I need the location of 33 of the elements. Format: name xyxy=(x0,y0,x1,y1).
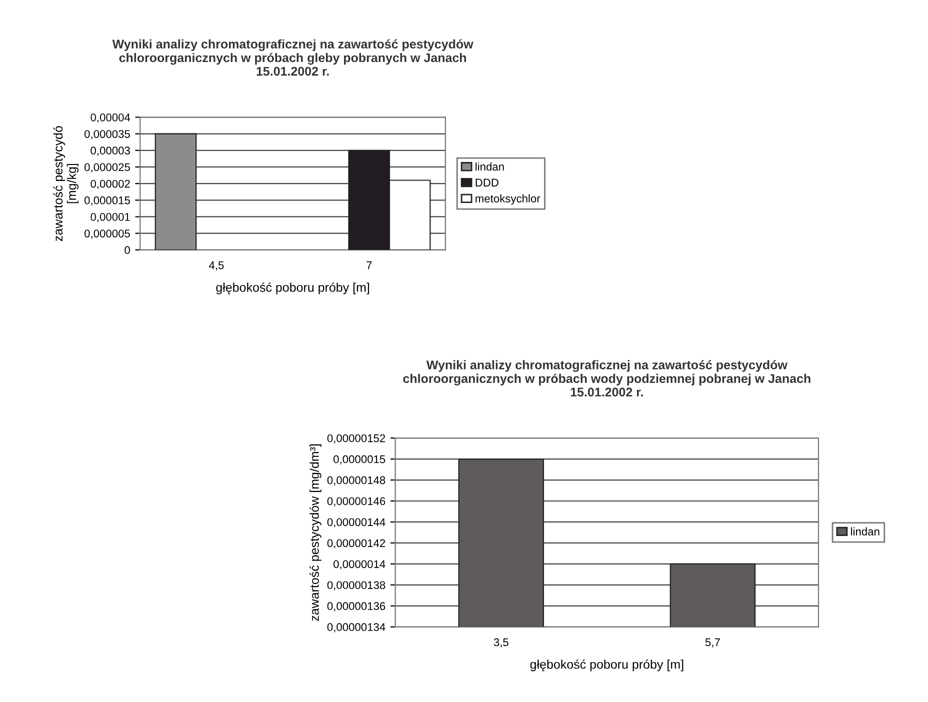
y-tick-label: 0,00004 xyxy=(90,114,130,123)
y-tick-label: 0,00002 xyxy=(90,180,130,190)
y-tick-label: 0,00000152 xyxy=(327,434,386,444)
x-tick-label: 3,5 xyxy=(494,638,508,648)
y-tick-label: 0,00000146 xyxy=(327,497,386,506)
chart-title: Wyniki analizy chromatograficznej na zawartość pestycydów chloroorganicznych w próbach gleby pobranych w Janach 15.01.2002 r. xyxy=(112,39,474,76)
y-tick-label: 0,00000144 xyxy=(327,518,386,528)
x-tick-label: 4,5 xyxy=(208,261,224,270)
y-tick-label: 0,00000142 xyxy=(327,539,386,548)
y-axis-title: zawartość pestycydów [mg/dm³] xyxy=(310,444,322,621)
y-tick-label: 0,00000134 xyxy=(327,623,386,632)
y-tick-label: 0,00003 xyxy=(90,146,130,156)
y-tick-label: 0,0000015 xyxy=(334,455,386,464)
y-axis-title: zawartość pestycydó [mg/kg] xyxy=(53,126,79,242)
chart-title: Wyniki analizy chromatograficznej na zawartość pestycydów chloroorganicznych w próbach wody podziemnej pobranej w Janach 15.01.2002 r. xyxy=(403,360,810,397)
y-tick-label: 0,00001 xyxy=(90,213,130,222)
y-tick-label: 0,00000138 xyxy=(327,581,386,590)
x-tick-label: 5,7 xyxy=(705,638,720,648)
x-axis-title: głębokość poboru próby [m] xyxy=(216,282,370,294)
x-tick-label: 7 xyxy=(366,261,372,270)
y-tick-label: 0,0000014 xyxy=(334,560,386,570)
y-tick-label: 0,00000136 xyxy=(327,602,386,612)
legend-label: lindan xyxy=(851,527,880,536)
y-tick-label: 0,000015 xyxy=(84,196,130,206)
y-tick-label: 0,000035 xyxy=(84,130,130,140)
y-tick-label: 0 xyxy=(124,246,130,254)
legend-label: DDD xyxy=(476,178,498,186)
y-tick-label: 0,000005 xyxy=(84,230,130,239)
legend-label: lindan xyxy=(476,162,504,171)
x-axis-title: głębokość poboru próby [m] xyxy=(530,659,684,672)
y-tick-label: 0,00000148 xyxy=(327,476,386,486)
legend-label: metoksychlor xyxy=(476,194,540,205)
y-tick-label: 0,000025 xyxy=(84,163,130,172)
